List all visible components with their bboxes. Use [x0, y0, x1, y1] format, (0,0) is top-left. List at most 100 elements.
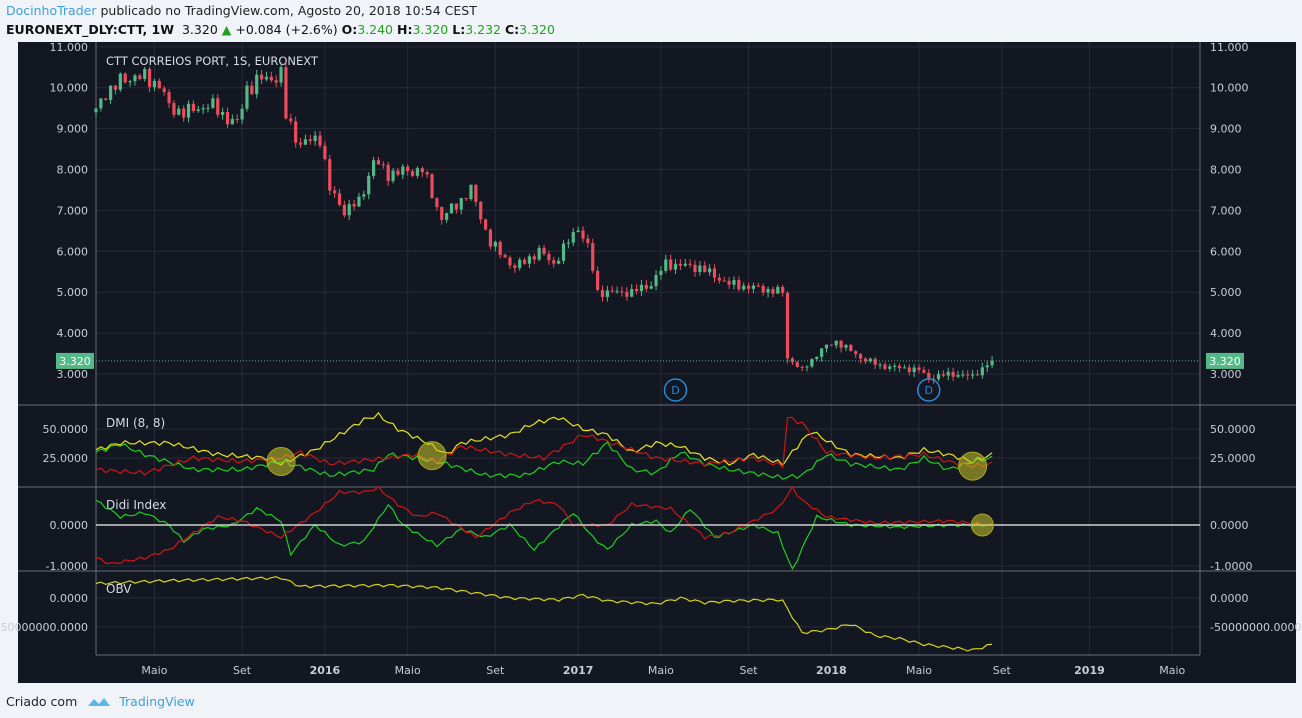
candle-body [820, 348, 824, 357]
candle-body [542, 247, 546, 254]
candle-body [196, 109, 200, 111]
candle-body [912, 367, 916, 373]
x-tick-label: Set [993, 664, 1012, 677]
left-y-tick-label: -1.0000 [46, 560, 88, 573]
candle-body [235, 118, 239, 120]
right-y-tick-label: 9.000 [1210, 123, 1242, 136]
candle-body [342, 204, 346, 216]
candle-body [250, 85, 254, 95]
left-y-tick-label: 0.0000 [50, 592, 89, 605]
candle-body [605, 290, 609, 298]
candle-body [259, 74, 264, 80]
candle-body [688, 263, 692, 265]
candle-body [479, 201, 483, 220]
candle-body [527, 256, 532, 264]
candle-body [566, 242, 570, 244]
candle-body [927, 372, 931, 379]
candle-body [649, 286, 653, 289]
pane-title: DMI (8, 8) [106, 416, 165, 430]
open-value: 3.240 [357, 22, 393, 37]
candle-body [654, 274, 658, 287]
candle-body [576, 230, 580, 232]
footer: Criado com TradingView [6, 692, 195, 709]
candle-body [498, 241, 502, 255]
candle-body [586, 238, 590, 244]
candle-body [337, 193, 342, 205]
candle-body [513, 265, 517, 268]
x-tick-label: Set [233, 664, 252, 677]
publish-text: publicado no TradingView.com, Agosto 20,… [100, 3, 477, 18]
candle-body [518, 259, 522, 268]
candle-body [469, 184, 473, 200]
candle-body [678, 263, 682, 266]
candle-body [951, 371, 955, 377]
candle-body [143, 68, 147, 80]
candle-body [391, 170, 395, 182]
tradingview-link[interactable]: TradingView [119, 694, 195, 709]
candle-body [693, 264, 697, 272]
x-tick-label: 2019 [1074, 664, 1105, 677]
last-price-label: 3.320 [59, 355, 91, 368]
candle-body [659, 270, 663, 275]
candle-body [445, 213, 449, 220]
right-y-tick-label: 10.000 [1210, 82, 1249, 95]
candle-body [936, 374, 941, 380]
candle-body [664, 259, 668, 271]
candle-body [941, 374, 945, 376]
candle-body [177, 108, 181, 115]
candle-body [644, 284, 648, 289]
candle-body [669, 259, 673, 270]
candle-body [630, 289, 634, 297]
candle-body [824, 344, 829, 349]
candle-body [303, 139, 308, 145]
right-y-tick-label: 6.000 [1210, 245, 1242, 258]
author-link[interactable]: DocinhoTrader [6, 3, 97, 18]
pane-title: OBV [106, 582, 132, 596]
candle-body [795, 362, 799, 367]
x-tick-label: Set [740, 664, 759, 677]
left-y-tick-label: 0.0000 [50, 519, 89, 532]
publish-info: DocinhoTrader publicado no TradingView.c… [6, 3, 477, 18]
candle-body [269, 76, 273, 81]
right-y-tick-label: -1.0000 [1210, 560, 1252, 573]
candle-body [172, 103, 176, 115]
x-tick-label: Maio [395, 664, 421, 677]
candle-body [138, 75, 142, 80]
candle-body [620, 291, 624, 293]
candle-body [298, 142, 303, 145]
candle-body [308, 139, 312, 141]
candle-body [615, 291, 619, 293]
left-y-tick-label: 25.0000 [43, 452, 89, 465]
x-tick-label: 2016 [310, 664, 341, 677]
candle-body [362, 194, 366, 197]
series-line-di [95, 441, 993, 480]
left-y-tick-label: 6.000 [57, 245, 89, 258]
x-tick-label: Maio [1159, 664, 1185, 677]
candle-body [284, 67, 288, 119]
candle-body [883, 364, 887, 369]
candle-body [722, 280, 726, 282]
highlight-circle [266, 446, 296, 476]
high-value: 3.320 [412, 22, 449, 37]
candle-body [834, 340, 838, 346]
candle-body [761, 286, 765, 293]
pane-title: CTT CORREIOS PORT, 1S, EURONEXT [106, 54, 319, 68]
candle-body [104, 98, 108, 100]
candle-body [201, 108, 205, 110]
candle-body [863, 358, 868, 362]
candle-body [381, 164, 385, 166]
left-y-tick-label: 7.000 [57, 204, 89, 217]
candle-body [147, 68, 152, 88]
candle-body [459, 198, 463, 210]
chart-background [18, 42, 1296, 683]
candle-body [118, 73, 122, 90]
candle-body [717, 277, 721, 281]
candle-body [708, 268, 712, 273]
candle-body [225, 111, 230, 125]
candle-body [425, 172, 429, 175]
candle-body [396, 170, 400, 175]
left-y-tick-label: 4.000 [57, 327, 89, 340]
right-y-tick-label: 11.000 [1210, 41, 1249, 54]
candle-body [990, 360, 994, 366]
